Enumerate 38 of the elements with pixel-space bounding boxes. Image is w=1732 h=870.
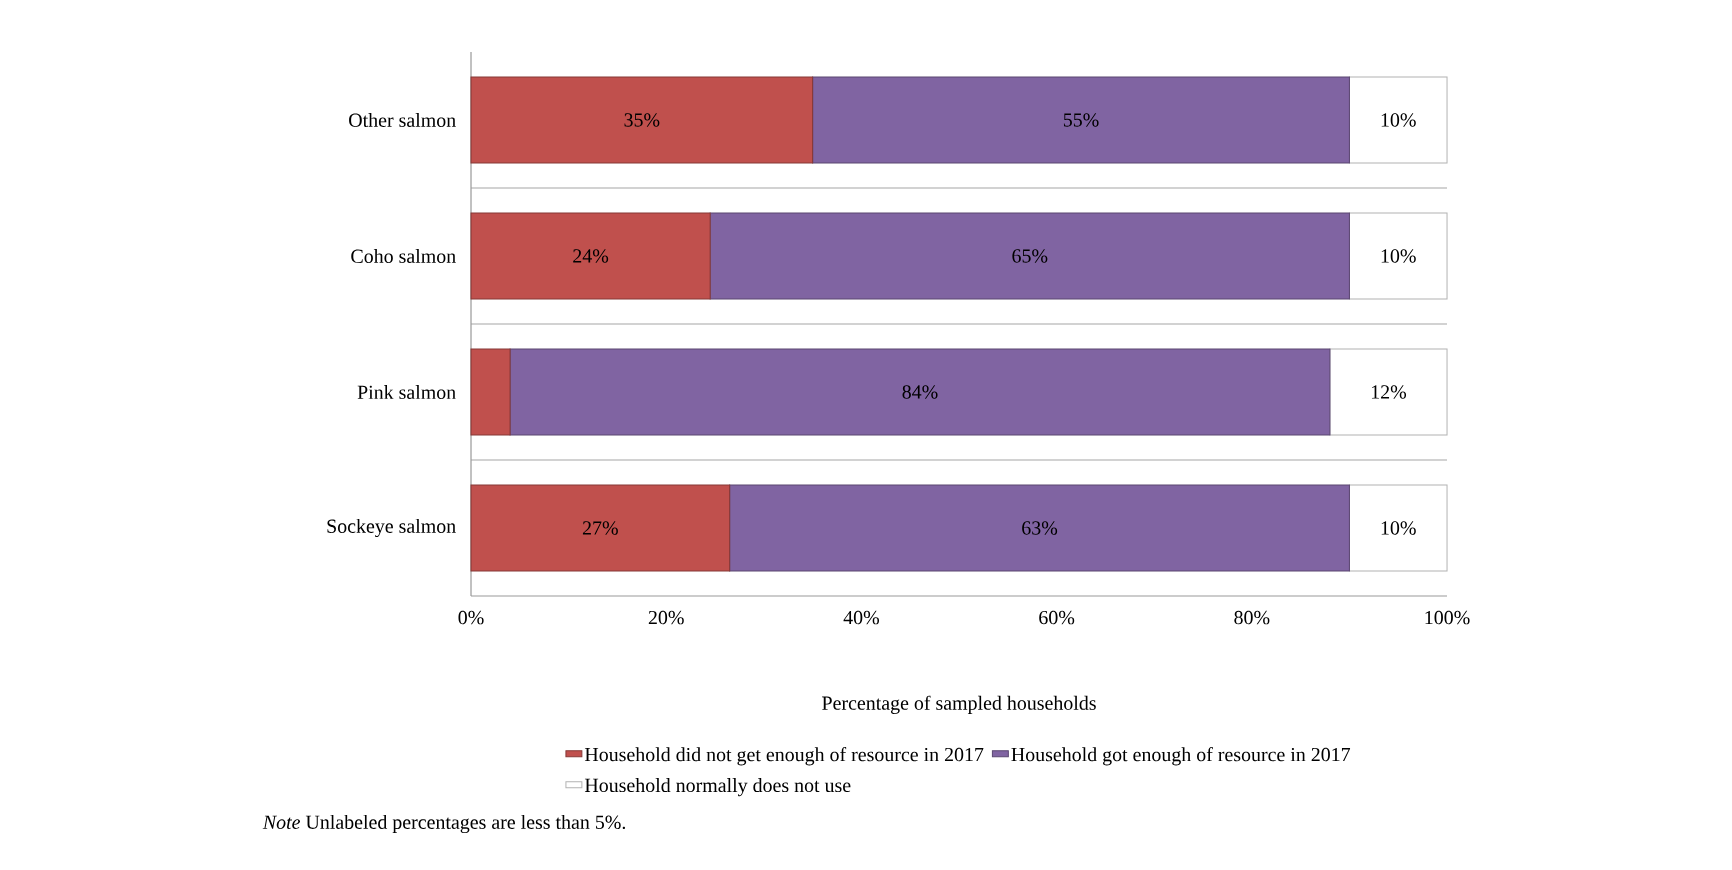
legend-label: Household got enough of resource in 2017 — [1011, 747, 1351, 766]
bar — [1348, 76, 1448, 164]
bar — [470, 484, 731, 572]
bar — [729, 484, 1350, 572]
bar — [470, 76, 814, 164]
data-label: 10% — [1381, 249, 1416, 263]
data-label: 10% — [1381, 521, 1416, 535]
x-tick-label: 60% — [1039, 610, 1075, 625]
x-tick-label: 20% — [648, 610, 684, 625]
data-label: 10% — [1381, 113, 1416, 127]
data-label: 84% — [902, 385, 938, 399]
bar — [470, 212, 711, 300]
bar — [1348, 212, 1448, 300]
data-label: 24% — [573, 249, 609, 263]
y-tick-label: Pink salmon — [357, 384, 456, 399]
y-tick-label: Sockeye salmon — [327, 518, 456, 538]
bar — [812, 76, 1350, 164]
x-axis-title: Percentage of sampled households — [822, 695, 1096, 714]
y-tick-label: Other salmon — [349, 112, 456, 127]
bar — [509, 348, 1331, 436]
x-tick-label: 0% — [458, 610, 484, 625]
bar — [470, 348, 511, 436]
bar — [1329, 348, 1448, 436]
legend-label: Household normally does not use — [584, 778, 851, 797]
data-label: 27% — [582, 521, 618, 535]
x-tick-label: 80% — [1234, 610, 1270, 625]
y-tick-label: Coho salmon — [351, 248, 456, 263]
x-tick-label: 100% — [1425, 610, 1470, 625]
data-label: 65% — [1012, 249, 1048, 263]
data-label: 35% — [624, 113, 660, 127]
text: Note Unlabeled percentages are less than 5%. — [262, 814, 626, 834]
data-label: 63% — [1022, 521, 1058, 535]
bar — [1348, 484, 1448, 572]
data-label: 55% — [1063, 113, 1099, 127]
bar — [709, 212, 1350, 300]
legend-label: Household did not get enough of resource in 2017 — [584, 747, 984, 766]
data-label: 12% — [1371, 385, 1407, 399]
x-tick-label: 40% — [843, 610, 879, 625]
